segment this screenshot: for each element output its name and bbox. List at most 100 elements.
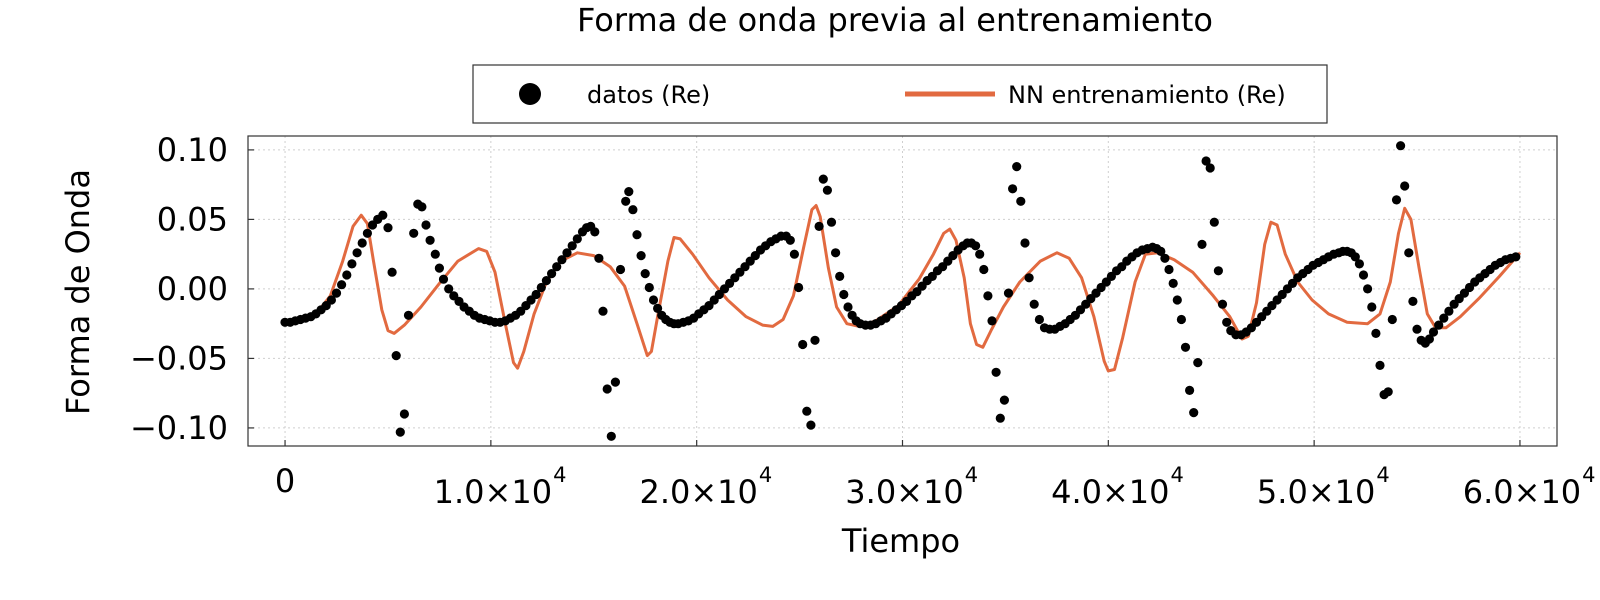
data-point — [1408, 296, 1418, 306]
data-point — [395, 427, 405, 437]
data-point — [541, 276, 552, 286]
data-point — [1213, 266, 1223, 276]
data-point — [606, 431, 616, 441]
data-point — [444, 284, 454, 294]
data-point — [557, 255, 567, 265]
data-point — [1172, 295, 1182, 305]
data-point — [1424, 334, 1434, 344]
x-tick-label: 6.0×10 — [1463, 473, 1581, 511]
data-point — [1387, 314, 1397, 325]
data-point — [337, 280, 347, 290]
data-point — [991, 367, 1001, 377]
data-point — [814, 221, 824, 231]
x-tick-label: 4.0×10 — [1051, 473, 1169, 511]
data-point — [1371, 328, 1381, 338]
data-point — [1412, 324, 1422, 334]
data-point — [798, 339, 808, 350]
data-point — [1003, 288, 1014, 298]
data-point — [399, 409, 409, 419]
x-tick-exponent: 4 — [965, 463, 978, 487]
data-point — [536, 282, 546, 293]
data-point — [567, 241, 577, 251]
data-point — [1024, 273, 1034, 283]
legend-box — [472, 64, 1328, 124]
data-point — [1160, 253, 1170, 263]
data-point — [835, 271, 845, 281]
data-point — [552, 262, 562, 272]
data-point — [839, 289, 849, 300]
data-point — [409, 228, 419, 238]
data-point — [590, 227, 600, 237]
data-point — [999, 395, 1010, 405]
data-point — [1197, 239, 1207, 249]
data-point — [1383, 387, 1393, 397]
y-tick-label: 0.00 — [157, 270, 228, 308]
data-point — [632, 230, 642, 240]
data-point — [1354, 259, 1364, 269]
data-point — [598, 306, 608, 316]
data-point — [1034, 314, 1044, 325]
data-point — [331, 288, 342, 298]
x-tick-label: 0 — [275, 462, 295, 500]
data-point — [421, 220, 431, 230]
data-point — [1193, 358, 1203, 368]
data-point — [357, 238, 367, 248]
data-point — [1185, 385, 1195, 395]
legend-label-nn: NN entrenamiento (Re) — [1008, 81, 1286, 109]
data-point — [347, 259, 357, 269]
data-point — [326, 295, 336, 305]
data-point — [1168, 278, 1178, 288]
data-point — [547, 269, 557, 279]
data-point — [378, 210, 388, 220]
x-tick-exponent: 4 — [1582, 463, 1595, 487]
legend-label-datos: datos (Re) — [587, 81, 710, 109]
data-point — [594, 253, 604, 263]
x-tick-label: 2.0×10 — [639, 473, 757, 511]
data-point — [826, 217, 837, 227]
data-point — [1012, 162, 1022, 172]
data-point — [1180, 342, 1191, 352]
data-point — [572, 234, 582, 244]
data-point — [1367, 302, 1377, 312]
data-point — [1391, 195, 1402, 205]
data-point — [1164, 264, 1174, 275]
data-point — [1404, 248, 1414, 258]
x-tick-label: 5.0×10 — [1257, 473, 1375, 511]
x-tick-exponent: 4 — [759, 463, 772, 487]
data-point — [362, 228, 372, 238]
data-point — [640, 269, 650, 279]
data-point — [621, 196, 631, 206]
x-axis-ticks: 0 1.0×10 4 2.0×10 4 3.0×10 4 4.0×10 4 5.0×10 4 6.0×… — [275, 440, 1596, 511]
data-point — [1201, 156, 1211, 166]
data-point — [1016, 196, 1026, 206]
data-point — [843, 302, 853, 312]
x-axis-label: Tiempo — [841, 522, 960, 560]
data-point — [1363, 284, 1373, 294]
data-point — [438, 274, 449, 284]
data-point — [1020, 238, 1030, 248]
y-axis-label: Forma de Onda — [59, 169, 97, 415]
x-tick-label: 1.0×10 — [434, 473, 552, 511]
data-point — [624, 187, 634, 197]
data-point — [1444, 306, 1454, 316]
data-point — [434, 263, 444, 273]
data-point — [417, 202, 427, 212]
data-point — [644, 282, 654, 293]
data-point — [995, 413, 1005, 423]
data-point — [1350, 252, 1360, 262]
data-point — [615, 264, 626, 275]
data-point — [1205, 163, 1215, 173]
data-point — [1511, 252, 1521, 262]
data-point — [403, 310, 414, 320]
x-tick-exponent: 4 — [1376, 463, 1389, 487]
data-point — [785, 235, 795, 245]
data-point — [610, 377, 621, 387]
data-point — [806, 420, 816, 430]
data-point — [1209, 217, 1219, 227]
data-point — [1439, 313, 1449, 323]
x-tick-label: 3.0×10 — [845, 473, 963, 511]
data-point — [1400, 181, 1410, 191]
data-point — [975, 249, 985, 259]
y-axis-ticks: 0.10 0.05 0.00 −0.05 −0.10 — [130, 131, 254, 447]
